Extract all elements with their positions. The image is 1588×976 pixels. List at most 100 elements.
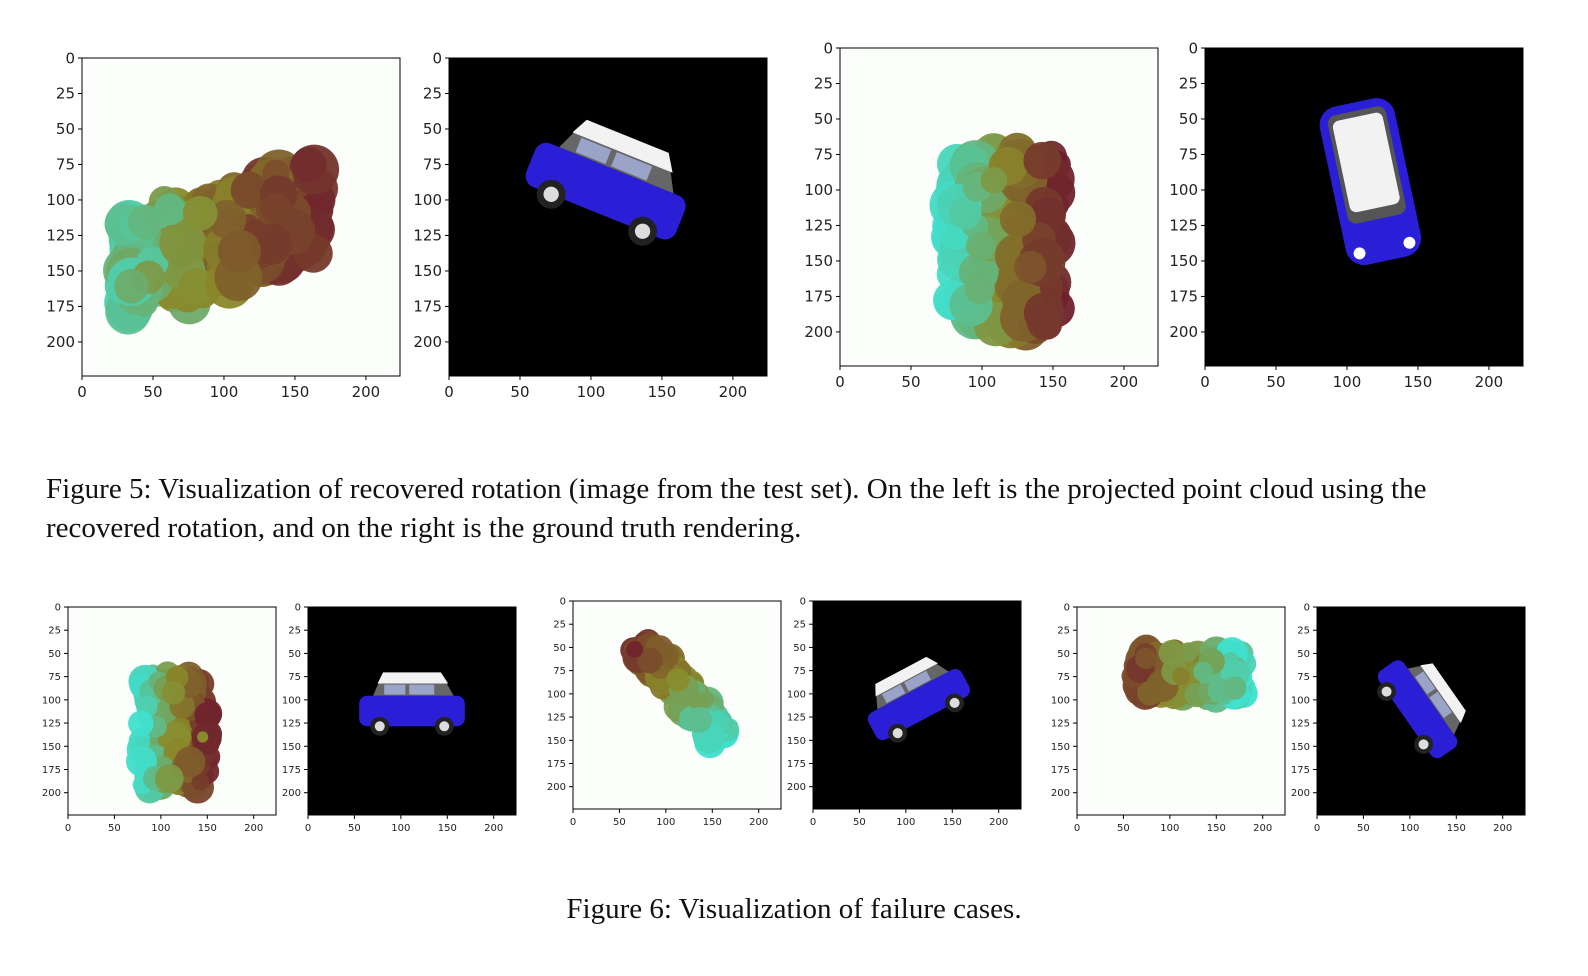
y-tick-label: 150 xyxy=(1291,742,1310,753)
y-tick-label: 100 xyxy=(1169,181,1198,199)
y-tick-label: 175 xyxy=(804,288,833,306)
car-body xyxy=(867,668,971,741)
car-window xyxy=(611,152,653,181)
y-tick-label: 175 xyxy=(282,765,301,776)
cloud-point xyxy=(1023,141,1062,180)
car-model xyxy=(525,119,686,246)
x-tick-label: 100 xyxy=(968,373,997,391)
y-tick-label: 50 xyxy=(48,649,61,660)
cloud-point xyxy=(999,200,1037,238)
y-tick-label: 0 xyxy=(65,49,75,67)
cloud-point xyxy=(964,273,995,305)
y-tick-label: 75 xyxy=(1057,672,1070,683)
fig6-render-plot-2: 0 25 50 75 100 125 150 175 200 0 50 100 150 200 xyxy=(783,590,1023,830)
y-tick-label: 125 xyxy=(1169,217,1198,235)
cloud-point xyxy=(1014,251,1047,284)
cloud-point xyxy=(1027,305,1062,340)
cloud-point xyxy=(291,147,327,183)
fig6-cloud-plot-1: 0 25 50 75 100 125 150 175 200 0 50 100 150 200 xyxy=(38,596,278,836)
y-tick-label: 0 xyxy=(295,603,301,614)
x-tick-label: 200 xyxy=(749,817,768,828)
x-tick-label: 200 xyxy=(484,823,503,834)
cloud-point xyxy=(260,193,291,224)
y-tick-label: 175 xyxy=(42,765,61,776)
car-hubcap xyxy=(1418,739,1429,750)
y-tick-label: 0 xyxy=(560,597,566,608)
ground-truth-render: 0 25 50 75 100 125 150 175 200 0 50 100 150 200 xyxy=(787,597,1022,828)
y-tick-label: 100 xyxy=(804,181,833,199)
y-tick-label: 75 xyxy=(1179,146,1198,164)
point-cloud xyxy=(103,144,340,335)
x-tick-label: 150 xyxy=(1404,373,1433,391)
car-roof xyxy=(1420,663,1466,724)
y-tick-label: 150 xyxy=(282,742,301,753)
x-tick-label: 50 xyxy=(1117,823,1130,834)
fig6-render-plot-3: 0 25 50 75 100 125 150 175 200 0 50 100 150 200 xyxy=(1287,596,1527,836)
y-tick-label: 50 xyxy=(288,649,301,660)
y-tick-label: 175 xyxy=(547,759,566,770)
cloud-point xyxy=(194,701,222,729)
y-tick-label: 100 xyxy=(42,695,61,706)
x-tick-label: 50 xyxy=(1357,823,1370,834)
x-tick-label: 150 xyxy=(648,383,677,401)
y-tick-label: 125 xyxy=(282,719,301,730)
car-body xyxy=(1377,660,1458,759)
y-tick-label: 150 xyxy=(787,736,806,747)
cloud-point xyxy=(114,269,149,304)
x-tick-label: 0 xyxy=(570,817,576,828)
y-tick-label: 0 xyxy=(432,49,442,67)
car-window xyxy=(384,684,406,695)
y-tick-label: 175 xyxy=(1169,288,1198,306)
y-tick-label: 75 xyxy=(1297,672,1310,683)
x-tick-label: 0 xyxy=(444,383,454,401)
y-tick-label: 25 xyxy=(1297,626,1310,637)
y-tick-label: 75 xyxy=(288,672,301,683)
x-tick-label: 50 xyxy=(901,373,920,391)
y-tick-label: 25 xyxy=(814,75,833,93)
point-cloud xyxy=(929,132,1076,351)
car-window xyxy=(575,137,612,165)
x-tick-label: 200 xyxy=(352,383,381,401)
y-tick-label: 200 xyxy=(547,782,566,793)
car-hubcap xyxy=(892,728,903,739)
fig6-render-plot-1: 0 25 50 75 100 125 150 175 200 0 50 100 150 200 xyxy=(278,596,518,836)
y-tick-label: 150 xyxy=(1051,742,1070,753)
point-cloud xyxy=(620,629,740,759)
y-tick-label: 50 xyxy=(56,120,75,138)
x-tick-label: 100 xyxy=(151,823,170,834)
cloud-point xyxy=(159,219,206,267)
y-tick-label: 200 xyxy=(787,782,806,793)
x-tick-label: 150 xyxy=(438,823,457,834)
point-cloud-chart: 0 25 50 75 100 125 150 175 200 0 50 100 150 200 xyxy=(1051,603,1286,834)
y-tick-label: 175 xyxy=(46,298,75,316)
x-tick-label: 100 xyxy=(1400,823,1419,834)
car-hubcap xyxy=(543,186,559,202)
y-tick-label: 75 xyxy=(423,156,442,174)
y-tick-label: 25 xyxy=(56,85,75,103)
x-tick-label: 0 xyxy=(1200,373,1210,391)
x-tick-label: 50 xyxy=(348,823,361,834)
y-tick-label: 125 xyxy=(547,713,566,724)
y-tick-label: 125 xyxy=(787,713,806,724)
ground-truth-render: 0 25 50 75 100 125 150 175 200 0 50 100 150 200 xyxy=(413,49,768,401)
y-tick-label: 25 xyxy=(48,626,61,637)
x-tick-label: 200 xyxy=(719,383,748,401)
cloud-point xyxy=(128,710,154,737)
y-tick-label: 125 xyxy=(804,217,833,235)
x-tick-label: 100 xyxy=(896,817,915,828)
y-tick-label: 50 xyxy=(553,643,566,654)
point-cloud-chart: 0 25 50 75 100 125 150 175 200 0 50 100 150 200 xyxy=(42,603,277,834)
y-tick-label: 100 xyxy=(1051,695,1070,706)
x-tick-label: 100 xyxy=(210,383,239,401)
car-render xyxy=(359,672,465,736)
car-hubcap xyxy=(1381,686,1392,697)
point-cloud-chart: 0 25 50 75 100 125 150 175 200 0 50 100 150 200 xyxy=(804,39,1159,391)
cloud-point xyxy=(127,204,163,240)
car-hubcap xyxy=(439,721,450,732)
y-tick-label: 175 xyxy=(1291,765,1310,776)
car-roof xyxy=(875,656,938,697)
x-tick-label: 100 xyxy=(391,823,410,834)
y-tick-label: 50 xyxy=(1179,110,1198,128)
y-tick-label: 75 xyxy=(814,146,833,164)
y-tick-label: 50 xyxy=(1057,649,1070,660)
